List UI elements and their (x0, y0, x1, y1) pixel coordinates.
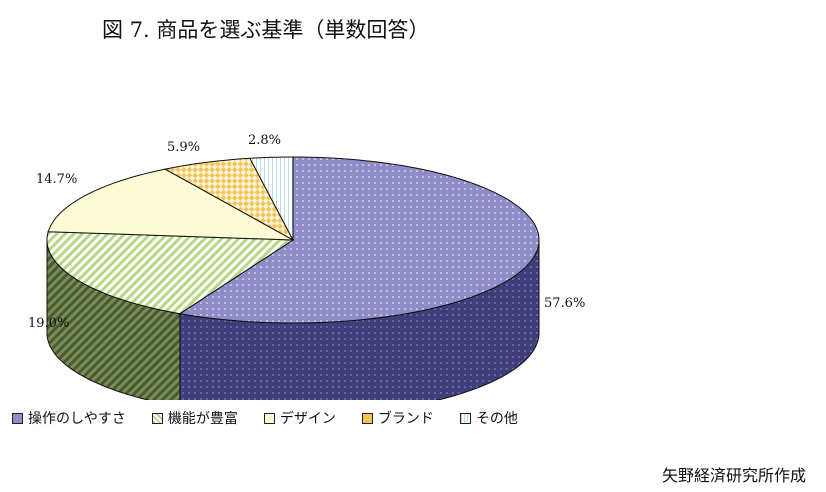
legend-swatch (361, 412, 373, 424)
legend-label: デザイン (279, 411, 336, 427)
pie-chart: 57.6% 19.0% 14.7% 5.9% 2.8% (28, 133, 585, 400)
legend-swatch (12, 412, 23, 424)
legend-swatch (151, 412, 163, 424)
data-label: 2.8% (248, 133, 281, 148)
legend-item: 機能が豊富 (151, 408, 238, 428)
pie-slice (163, 157, 295, 242)
data-label: 19.0% (28, 316, 69, 331)
pie-slice (46, 231, 295, 315)
legend-label: ブランド (377, 411, 434, 427)
legend-swatch (459, 412, 471, 424)
data-label: 14.7% (36, 172, 77, 187)
data-label: 5.9% (167, 140, 200, 155)
legend-label: 操作のしやすさ (28, 411, 126, 427)
legend-swatch (263, 412, 275, 424)
legend-item: 操作のしやすさ (12, 408, 126, 428)
data-label: 57.6% (544, 296, 585, 311)
chart-legend: 操作のしやすさ 機能が豊富 デザイン ブランド その他 (12, 408, 544, 428)
legend-item: ブランド (361, 408, 434, 428)
pie-slice (178, 156, 540, 324)
pie-slice (249, 156, 294, 241)
legend-label: その他 (475, 411, 518, 427)
source-credit: 矢野経済研究所作成 (661, 466, 806, 485)
legend-item: デザイン (263, 408, 336, 428)
chart-title: 図 7. 商品を選ぶ基準（単数回答） (102, 18, 430, 42)
legend-label: 機能が豊富 (167, 411, 238, 427)
pie-slice (47, 168, 294, 241)
legend-item: その他 (459, 408, 518, 428)
